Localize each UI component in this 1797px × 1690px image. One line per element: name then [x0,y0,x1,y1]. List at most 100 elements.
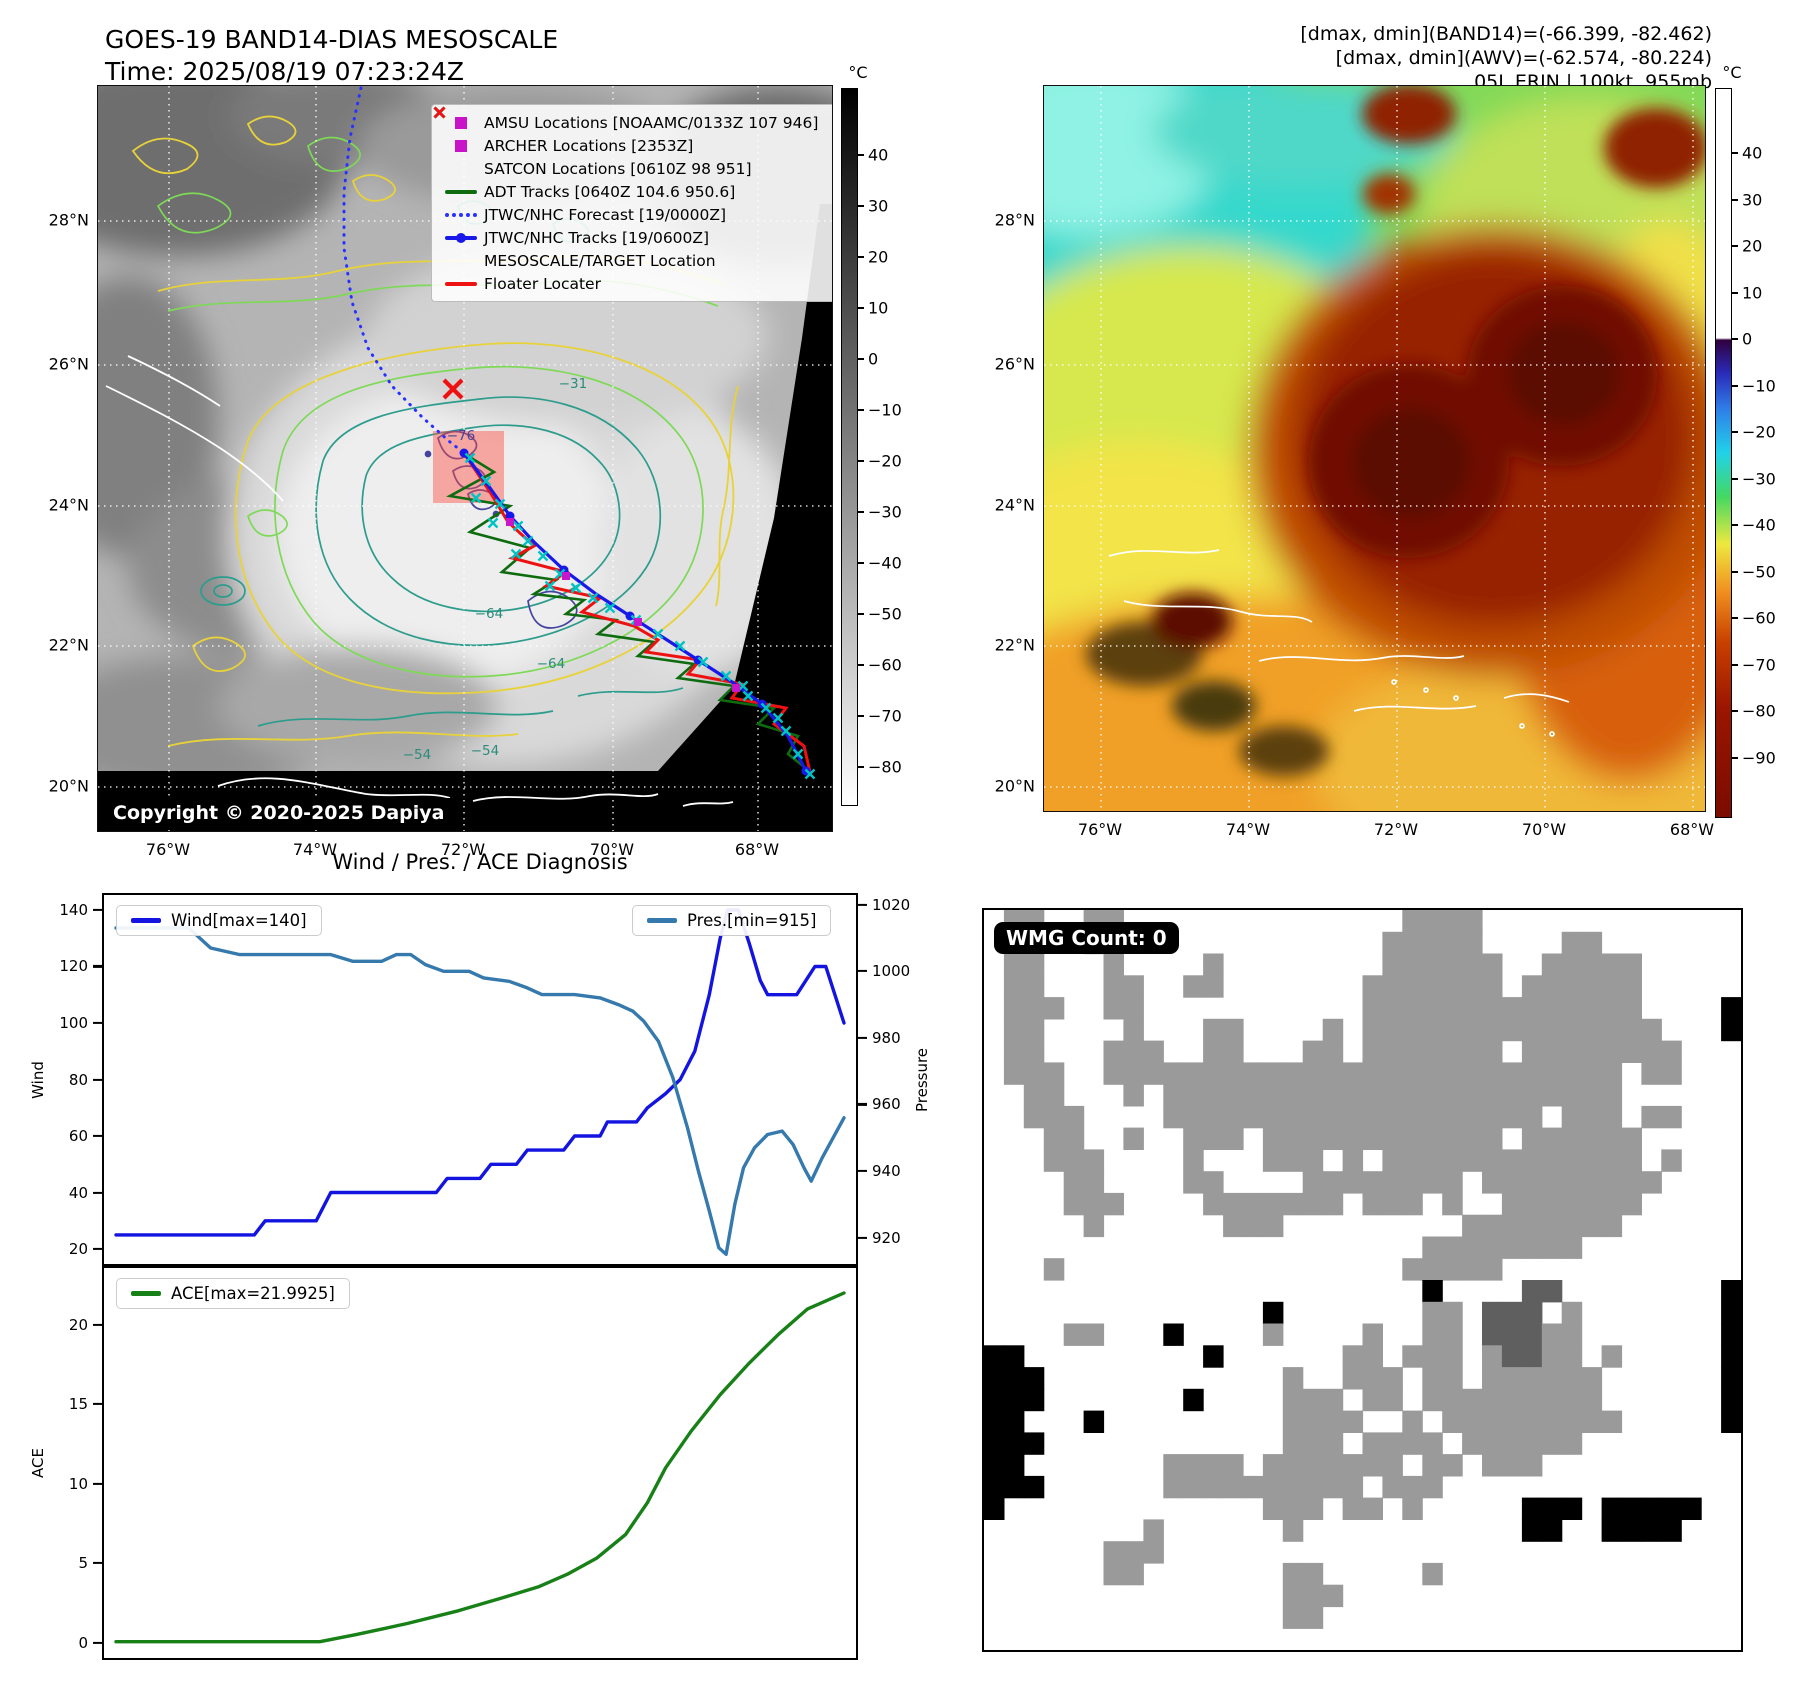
map2-lon-tick: 72°W [1373,820,1419,839]
wind_pressure-right-tickmark [858,903,867,906]
wind_pressure-left-tickmark [93,1134,102,1138]
band14-colorbar-tick-mark [857,766,864,768]
dmax-dmin-band14: [dmax, dmin](BAND14)=(-66.399, -82.462) [1300,23,1712,45]
wind-legend-swatch [131,918,161,923]
ace-legend: ACE[max=21.9925] [116,1278,350,1309]
ir-colorbar-tick: −60 [1742,608,1776,628]
map2-lat-tick: 28°N [994,210,1035,230]
ir-colorbar-tick: −70 [1742,655,1776,674]
map-legend: AMSU Locations [NOAAMC/0133Z 107 946] ARC… [431,104,832,302]
wind_pressure-right-tickmark [858,1236,867,1239]
ir-colorbar-gradient [1715,88,1732,818]
map-legend-item: Floater Locater [438,272,832,295]
ace-chart [102,1266,858,1660]
contour-value-label: −64 [536,656,566,672]
map-legend-item-label: ARCHER Locations [2353Z] [484,136,694,155]
band14-colorbar-tick: 20 [868,247,889,267]
ir-colorbar-tick-mark [1731,245,1738,247]
wind_pressure-left-tick: 40 [68,1183,88,1202]
ace-legend-label: ACE[max=21.9925] [171,1284,335,1303]
ir-colorbar-tick: −20 [1742,422,1776,442]
map2-lon-tick: 74°W [1225,820,1271,839]
ir-colorbar-unit: °C [1722,63,1742,82]
wmg-panel: WMG Count: 0 [982,908,1743,1652]
band14-colorbar-tick-mark [857,154,864,156]
ace-left-tick: 15 [68,1395,88,1414]
ir-colorbar-tick-mark [1731,477,1738,480]
ace-left-tickmark [93,1403,102,1406]
ace-legend-swatch [131,1291,161,1296]
band14-colorbar-tick: 40 [868,145,889,165]
wmg-count-badge: WMG Count: 0 [994,922,1179,954]
ir-colorbar-tick: −50 [1742,562,1776,581]
ir-colorbar-tick-mark [1731,570,1738,573]
map2-lat-tick: 22°N [994,635,1035,655]
band14-colorbar-tick: −30 [868,502,902,522]
map-legend-item-label: ADT Tracks [0640Z 104.6 950.6] [484,182,736,201]
map-legend-item-label: SATCON Locations [0610Z 98 951] [484,159,752,178]
amsu-archer-markers [506,518,740,692]
map1-lon-tick: 74°W [292,840,338,859]
ace-left-tickmark [93,1641,102,1644]
wind_pressure-left-tickmark [93,1078,102,1081]
wind_pressure-right-tick: 980 [872,1028,901,1047]
wind_pressure-right-tickmark [858,1103,867,1106]
band14-colorbar-tick: 10 [868,298,889,318]
map-legend-item: ARCHER Locations [2353Z] [438,134,832,157]
map1-lon-tick: 76°W [145,840,191,859]
band14-colorbar-tick: −70 [868,706,902,726]
wind_pressure-series-line [114,908,846,1237]
copyright-label: Copyright © 2020-2025 Dapiya [101,798,457,828]
figure-title: GOES-19 BAND14-DIAS MESOSCALE Time: 2025… [105,24,558,88]
wind_pressure-left-tick: 20 [68,1240,88,1259]
map-legend-item: ADT Tracks [0640Z 104.6 950.6] [438,180,832,203]
figure-time-line: Time: 2025/08/19 07:23:24Z [105,57,464,86]
band14-colorbar-tick: 0 [868,349,879,369]
ir-colorbar-tick-mark [1731,524,1738,526]
pressure-legend-label: Pres.[min=915] [687,911,817,930]
pressure-axis-label: Pressure [913,1047,931,1113]
ace-plot [114,1291,846,1644]
map-legend-item-label: JTWC/NHC Tracks [19/0600Z] [484,228,710,247]
ir-colorbar-tick: 40 [1742,143,1763,163]
map2-lat-tick: 20°N [994,776,1035,796]
wind_pressure-right-tick: 940 [872,1162,901,1181]
scan-edge-black-wedge [658,204,832,771]
ace-left-tick: 0 [78,1633,88,1652]
band14-colorbar-tick-mark [857,205,864,207]
wind_pressure-right-tickmark [858,970,867,973]
band14-colorbar-tick-mark [857,715,864,717]
band14-colorbar-tick-mark [857,562,864,564]
contour-teal [200,200,684,727]
pressure-legend: Pres.[min=915] [632,905,832,936]
ir-colorbar-tick-mark [1731,152,1738,154]
map-legend-item: SATCON Locations [0610Z 98 951] [433,106,832,180]
graticule [1044,86,1705,811]
map2-lon-tick: 70°W [1521,820,1567,839]
map1-lon-tick: 68°W [734,840,780,859]
wind_pressure-right-tick: 1000 [872,962,911,981]
ir-colorbar-tick-mark [1731,384,1738,387]
band14-colorbar-tick-mark [857,613,864,615]
line-legend-icon [438,281,484,286]
map-legend-item-label: JTWC/NHC Forecast [19/0000Z] [484,205,727,224]
map-legend-item: MESOSCALE/TARGET Location [433,106,832,272]
band14-colorbar-tick: −40 [868,553,902,573]
wind_pressure-right-tick: 920 [872,1228,901,1247]
ace-left-tickmark [93,1323,102,1326]
ace-left-tickmark [93,1482,102,1485]
map1-lon-tick: 70°W [589,840,635,859]
wind_pressure-right-tickmark [858,1036,867,1039]
ir-colorbar-tick: 30 [1742,190,1763,209]
band14-map-panel: −76 −31 −64 −64 −54 −54 AMSU Locations [NOAAM… [97,85,833,832]
wind_pressure-left-tickmark [93,1021,102,1025]
dotted-legend-icon [438,212,484,217]
ir-colorbar-tick-mark [1731,617,1738,619]
map1-lat-tick: 26°N [48,354,89,374]
wind_pressure-left-tick: 120 [59,957,88,976]
band14-colorbar-gradient [841,88,858,806]
band14-colorbar-tick-mark [857,460,864,462]
map2-lat-tick: 24°N [994,495,1035,515]
ir-colorbar-tick: −80 [1742,701,1776,721]
map-legend-item-label: AMSU Locations [NOAAMC/0133Z 107 946] [484,113,819,132]
